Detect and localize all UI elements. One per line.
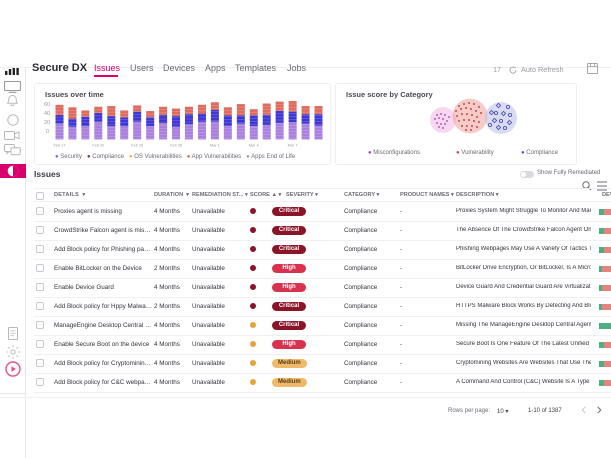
svg-text:Feb 17: Feb 17: [53, 144, 65, 148]
svg-text:Feb 26: Feb 26: [170, 144, 182, 148]
svg-text:Feb 20: Feb 20: [92, 144, 104, 148]
svg-text:Mar 4: Mar 4: [249, 144, 260, 148]
svg-text:Mar 1: Mar 1: [210, 144, 220, 148]
svg-text:Feb 23: Feb 23: [131, 144, 143, 148]
svg-text:Mar 7: Mar 7: [288, 144, 298, 148]
